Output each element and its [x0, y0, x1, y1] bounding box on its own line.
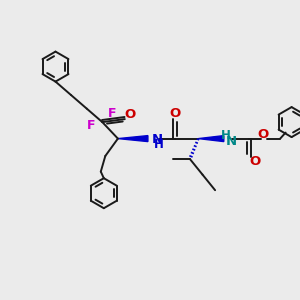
Text: H: H — [221, 129, 231, 142]
Text: N: N — [152, 133, 163, 146]
Polygon shape — [118, 136, 148, 142]
Text: O: O — [169, 107, 181, 120]
Text: O: O — [249, 154, 260, 168]
Text: O: O — [257, 128, 269, 141]
Polygon shape — [198, 136, 224, 142]
Text: F: F — [87, 118, 95, 132]
Text: O: O — [124, 107, 136, 121]
Text: H: H — [154, 137, 164, 151]
Text: N: N — [226, 135, 237, 148]
Text: F: F — [108, 107, 116, 120]
